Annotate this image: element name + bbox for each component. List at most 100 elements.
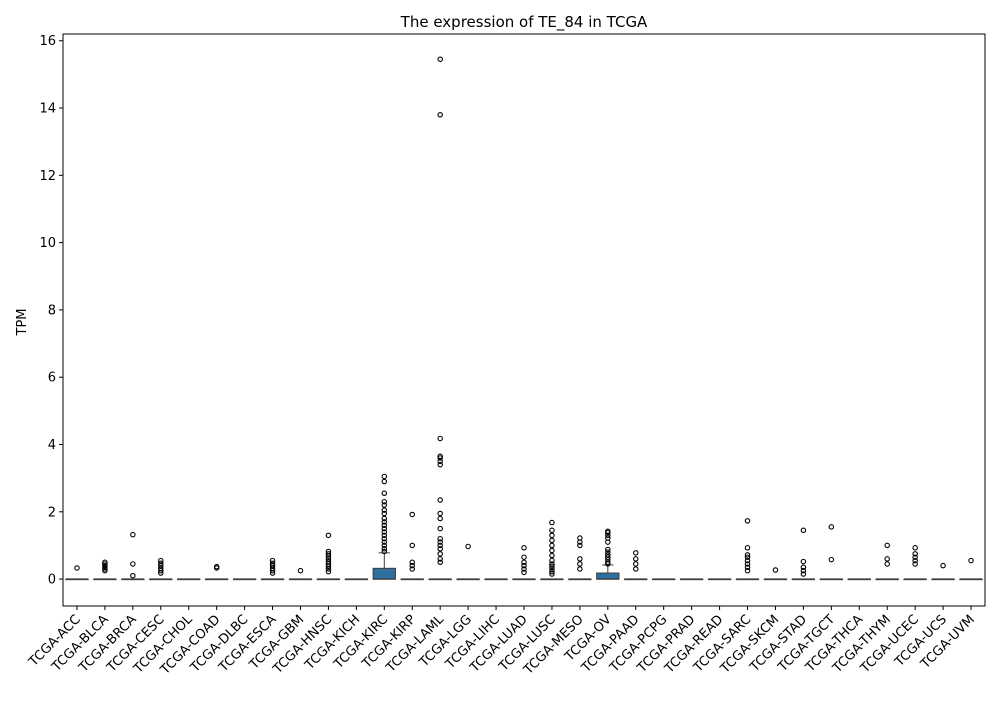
- outlier-point: [549, 563, 555, 570]
- outlier-point: [381, 515, 388, 522]
- outlier-point: [158, 565, 164, 572]
- outlier-point: [102, 566, 108, 572]
- outlier-point: [325, 561, 332, 567]
- outlier-point: [130, 572, 136, 579]
- outlier-point: [772, 567, 779, 573]
- outlier-point: [577, 556, 583, 562]
- outlier-point: [912, 554, 918, 560]
- outlier-point: [437, 556, 443, 562]
- y-tick-label: 2: [48, 505, 56, 520]
- outlier-point: [437, 559, 443, 566]
- plot-frame: [62, 33, 986, 607]
- outlier-point: [102, 559, 108, 566]
- outlier-point: [744, 561, 751, 567]
- outlier-point: [633, 566, 639, 572]
- outlier-point: [605, 549, 611, 555]
- outlier-point: [549, 571, 555, 577]
- outlier-point: [521, 559, 527, 566]
- outlier-point: [381, 535, 388, 542]
- outlier-point: [744, 564, 751, 571]
- outlier-point: [102, 564, 108, 571]
- y-tick-label: 0: [48, 573, 56, 588]
- outlier-point: [74, 565, 80, 571]
- outlier-point: [744, 518, 751, 524]
- outlier-point: [549, 537, 555, 544]
- outlier-point: [437, 497, 443, 503]
- outlier-point: [437, 515, 443, 522]
- outlier-point: [912, 551, 918, 557]
- outlier-point: [828, 556, 835, 563]
- outlier-point: [269, 562, 276, 569]
- box-group-tcga-laml: TCGA-LAML: [383, 56, 452, 676]
- outlier-point: [437, 453, 443, 460]
- outlier-point: [605, 554, 611, 560]
- outlier-point: [381, 478, 388, 485]
- outlier-point: [381, 529, 388, 535]
- outlier-point: [521, 554, 527, 560]
- outlier-point: [102, 562, 108, 569]
- outlier-point: [633, 561, 639, 567]
- outlier-point: [437, 542, 443, 549]
- outlier-point: [828, 524, 835, 530]
- outlier-point: [381, 498, 388, 505]
- outlier-point: [800, 571, 807, 577]
- outlier-point: [549, 527, 555, 534]
- outlier-point: [409, 566, 415, 572]
- outlier-point: [521, 569, 527, 576]
- outlier-point: [158, 562, 164, 569]
- outlier-point: [130, 561, 136, 567]
- outlier-point: [521, 562, 527, 569]
- outlier-point: [409, 562, 415, 569]
- outlier-point: [437, 539, 443, 545]
- outlier-point: [213, 563, 220, 570]
- outlier-point: [381, 502, 388, 508]
- outlier-point: [549, 547, 555, 554]
- y-tick-label: 10: [39, 236, 56, 251]
- outlier-point: [521, 566, 527, 572]
- outlier-point: [437, 56, 443, 62]
- outlier-point: [800, 527, 807, 534]
- outlier-point: [437, 546, 443, 552]
- outlier-point: [158, 557, 164, 564]
- outlier-point: [325, 556, 332, 562]
- box-group-tcga-luad: TCGA-LUAD: [467, 545, 536, 676]
- outlier-point: [381, 539, 388, 545]
- outlier-point: [381, 510, 388, 517]
- outlier-point: [605, 552, 611, 558]
- box-group-tcga-ucec: TCGA-UCEC: [857, 545, 927, 677]
- outlier-point: [521, 545, 527, 551]
- outlier-point: [605, 535, 611, 541]
- outlier-point: [381, 542, 388, 549]
- outlier-point: [269, 565, 276, 572]
- outlier-point: [577, 542, 583, 549]
- outlier-point: [912, 557, 918, 564]
- box: [596, 572, 620, 580]
- outlier-point: [130, 531, 136, 538]
- outlier-point: [102, 561, 108, 567]
- outlier-point: [744, 557, 751, 564]
- outlier-point: [437, 551, 443, 557]
- box-group-tcga-uvm: TCGA-UVM: [918, 557, 983, 673]
- outlier-point: [549, 532, 555, 539]
- outlier-point: [381, 546, 388, 552]
- y-tick-label: 6: [48, 371, 56, 386]
- outlier-point: [269, 557, 276, 564]
- outlier-point: [437, 458, 443, 465]
- outlier-point: [465, 543, 471, 550]
- outlier-point: [409, 559, 415, 566]
- outlier-point: [633, 556, 639, 562]
- y-tick-label: 14: [39, 102, 56, 117]
- outlier-point: [381, 525, 388, 532]
- y-tick-label: 16: [39, 34, 56, 49]
- outlier-point: [437, 510, 443, 517]
- outlier-point: [381, 532, 388, 539]
- outlier-point: [549, 561, 555, 567]
- y-tick-label: 8: [48, 303, 56, 318]
- outlier-point: [297, 567, 304, 574]
- outlier-point: [744, 545, 751, 551]
- outlier-point: [325, 551, 332, 557]
- outlier-point: [437, 112, 443, 118]
- outlier-point: [325, 532, 332, 539]
